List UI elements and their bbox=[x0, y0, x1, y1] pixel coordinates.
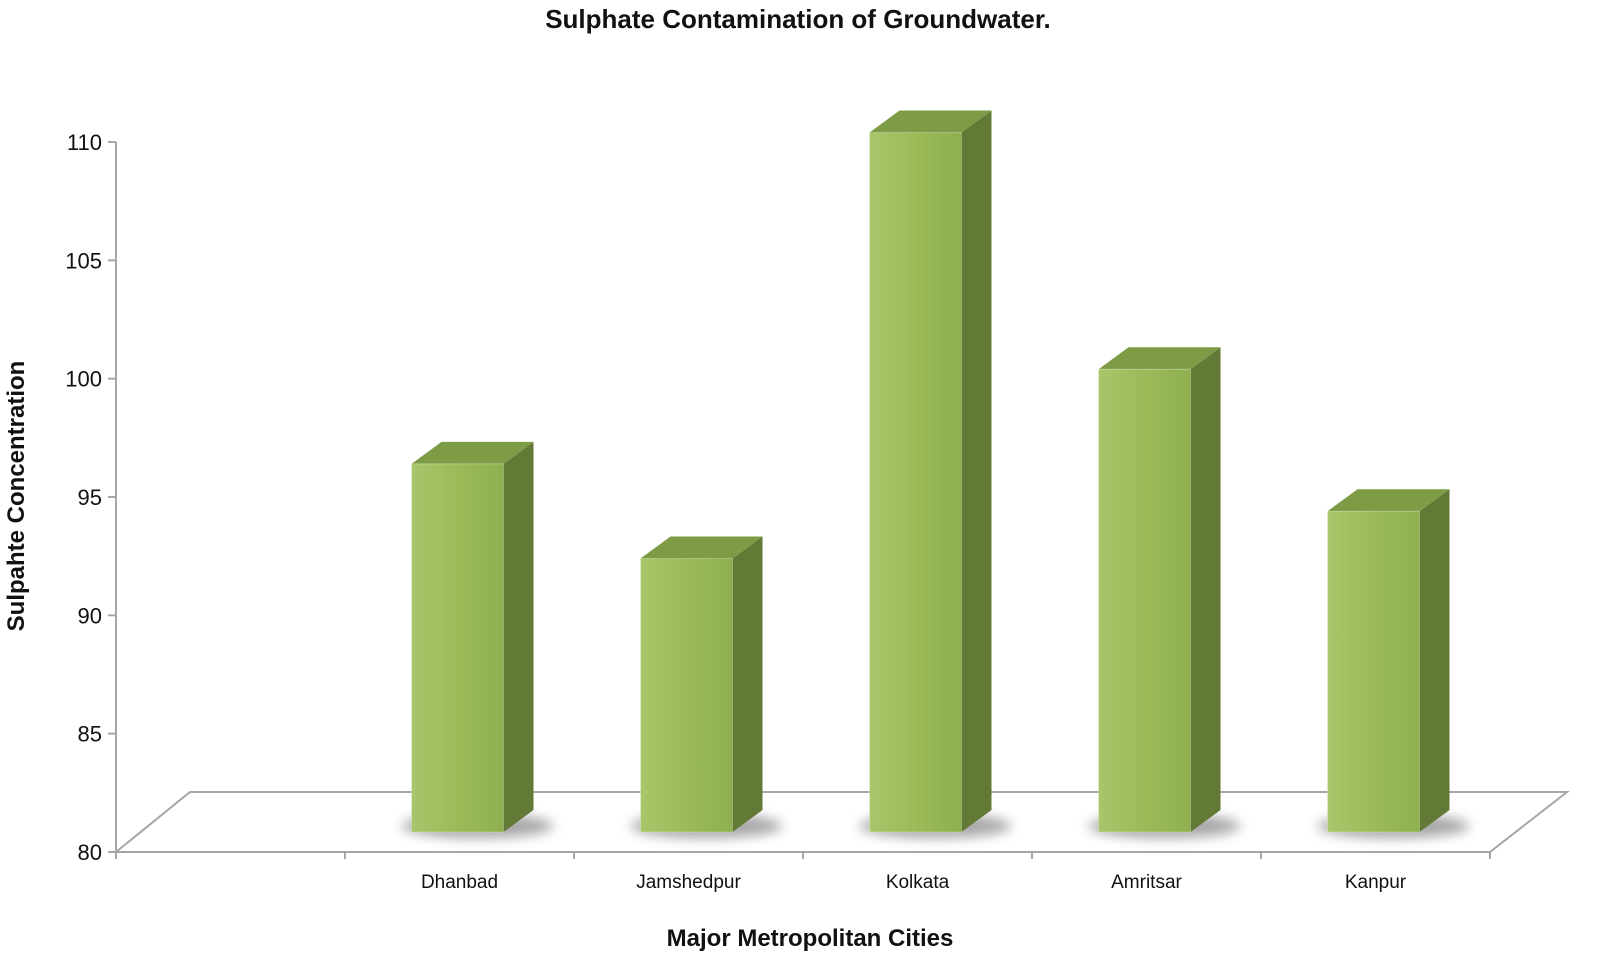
x-tick-label: Kanpur bbox=[1345, 872, 1407, 893]
y-tick-label: 80 bbox=[78, 840, 102, 865]
y-axis-title: Sulpahte Concentration bbox=[3, 361, 30, 632]
bar-kanpur bbox=[1327, 510, 1420, 833]
bar-jamshedpur bbox=[640, 558, 733, 833]
bar-kolkata bbox=[869, 132, 962, 833]
bar-side-amritsar bbox=[1190, 347, 1221, 832]
x-tick-label: Kolkata bbox=[886, 872, 950, 893]
bar-dhanbad bbox=[411, 463, 504, 833]
bars bbox=[401, 110, 1470, 838]
y-tick-label: 95 bbox=[78, 485, 102, 510]
y-tick-label: 105 bbox=[65, 248, 102, 273]
bar-side-jamshedpur bbox=[732, 536, 763, 832]
y-tick-label: 90 bbox=[78, 603, 102, 628]
bar-top-dhanbad bbox=[411, 441, 534, 464]
x-tick-label: Dhanbad bbox=[421, 872, 498, 893]
tick-labels: 80 85 90 95 100 105 110 Dhanbad Jamshedpur Kolkat… bbox=[65, 130, 1407, 893]
x-axis-title: Major Metropolitan Cities bbox=[667, 925, 954, 952]
bar-side-kolkata bbox=[961, 110, 992, 833]
y-tick-label: 100 bbox=[65, 367, 102, 392]
bar-side-kanpur bbox=[1419, 489, 1450, 832]
y-tick-label: 110 bbox=[67, 130, 102, 155]
bar-top-amritsar bbox=[1098, 347, 1221, 370]
bar-top-kanpur bbox=[1327, 489, 1450, 512]
bar-top-kolkata bbox=[869, 110, 992, 133]
x-tick-label: Jamshedpur bbox=[636, 872, 741, 893]
bar-side-dhanbad bbox=[503, 441, 534, 832]
chart-title: Sulphate Contamination of Groundwater. bbox=[545, 4, 1051, 34]
axes bbox=[108, 141, 1491, 859]
bar-top-jamshedpur bbox=[640, 536, 763, 559]
y-tick-label: 85 bbox=[78, 722, 102, 747]
x-tick-label: Amritsar bbox=[1111, 872, 1182, 893]
bar-amritsar bbox=[1098, 368, 1191, 833]
